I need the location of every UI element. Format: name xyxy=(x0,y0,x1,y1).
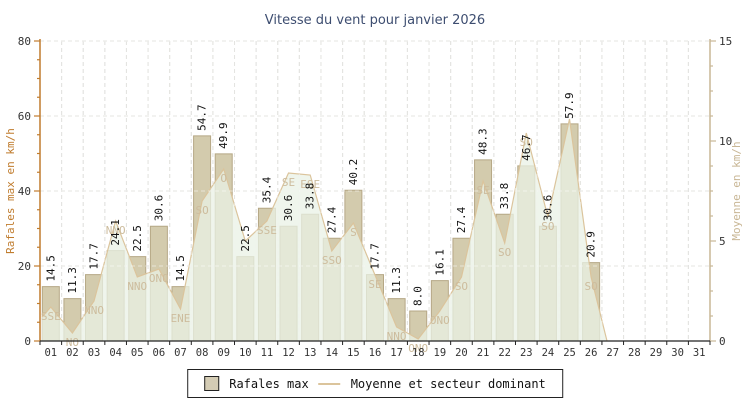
day-label-13: 13 xyxy=(304,347,317,359)
bar-value-label: 16.1 xyxy=(433,249,446,276)
sector-label-20: SO xyxy=(455,280,468,293)
left-axis-tick-label: 60 xyxy=(18,110,31,123)
bar-value-label: 8.0 xyxy=(412,286,425,306)
day-label-08: 08 xyxy=(196,347,209,359)
day-label-14: 14 xyxy=(325,347,338,359)
sector-label-11: SSE xyxy=(257,224,277,237)
bar-value-label: 48.3 xyxy=(477,128,490,155)
legend-moyenne-label: Moyenne et secteur dominant xyxy=(351,377,546,391)
day-label-27: 27 xyxy=(606,347,619,359)
bar-value-label: 17.7 xyxy=(369,243,382,270)
sector-label-14: SSO xyxy=(322,254,342,267)
bar-value-label: 33.8 xyxy=(304,183,317,210)
day-label-18: 18 xyxy=(412,347,425,359)
sector-label-12: SE xyxy=(282,176,295,189)
bar-value-label: 14.5 xyxy=(174,255,187,282)
left-axis-tick-label: 40 xyxy=(18,185,31,198)
bar-value-label: 35.4 xyxy=(260,176,273,203)
day-label-15: 15 xyxy=(347,347,360,359)
bar-value-label: 22.5 xyxy=(239,225,252,251)
day-label-09: 09 xyxy=(217,347,230,359)
bar-value-label: 30.6 xyxy=(152,195,165,222)
right-axis-tick-label: 5 xyxy=(719,235,726,248)
legend: Rafales max Moyenne et secteur dominant xyxy=(187,369,563,398)
day-label-10: 10 xyxy=(239,347,252,359)
legend-bar-swatch xyxy=(204,376,219,391)
chart-canvas: SSENONNONNONNOONOENESOOSSESEESESSOSSENNO… xyxy=(0,0,750,400)
left-axis-tick-label: 80 xyxy=(18,35,31,48)
sector-label-19: ONO xyxy=(430,314,450,327)
left-axis-tick-label: 0 xyxy=(24,335,31,348)
bar-value-label: 11.3 xyxy=(390,267,403,294)
day-label-06: 06 xyxy=(153,347,166,359)
sector-label-07: ENE xyxy=(171,312,191,325)
sector-label-06: ONO xyxy=(149,272,169,285)
day-label-30: 30 xyxy=(671,347,684,359)
bar-value-label: 30.6 xyxy=(541,195,554,222)
day-label-04: 04 xyxy=(109,347,122,359)
bar-value-label: 20.9 xyxy=(585,231,598,258)
day-label-19: 19 xyxy=(434,347,447,359)
sector-label-21: SE xyxy=(476,184,489,197)
bar-value-label: 33.8 xyxy=(498,183,511,210)
bar-value-label: 46.7 xyxy=(520,134,533,161)
day-label-07: 07 xyxy=(174,347,187,359)
day-label-05: 05 xyxy=(131,347,144,359)
day-label-24: 24 xyxy=(542,347,555,359)
legend-line-swatch xyxy=(319,383,341,385)
bar-value-label: 40.2 xyxy=(347,159,360,186)
sector-label-03: NNO xyxy=(84,304,104,317)
sector-label-15: S xyxy=(350,226,357,239)
left-axis-tick-label: 20 xyxy=(18,260,31,273)
day-label-17: 17 xyxy=(390,347,403,359)
sector-label-09: O xyxy=(220,172,227,185)
day-label-03: 03 xyxy=(88,347,101,359)
sector-label-05: NNO xyxy=(127,280,147,293)
sector-label-16: SE xyxy=(368,278,381,291)
right-axis-tick-label: 15 xyxy=(719,35,732,48)
bar-value-label: 54.7 xyxy=(196,104,209,131)
bar-value-label: 11.3 xyxy=(66,267,79,294)
day-label-28: 28 xyxy=(628,347,641,359)
sector-label-01: SSE xyxy=(41,310,61,323)
bar-value-label: 22.5 xyxy=(131,225,144,252)
day-label-12: 12 xyxy=(282,347,295,359)
right-axis-tick-label: 0 xyxy=(719,335,726,348)
bar-value-label: 27.4 xyxy=(325,206,338,233)
day-label-11: 11 xyxy=(261,347,274,359)
day-label-26: 26 xyxy=(585,347,598,359)
bar-value-label: 57.9 xyxy=(563,92,576,119)
day-label-16: 16 xyxy=(369,347,382,359)
day-label-29: 29 xyxy=(650,347,663,359)
sector-label-08: SO xyxy=(195,204,208,217)
bar-value-label: 49.9 xyxy=(217,122,230,149)
bar-value-label: 24.1 xyxy=(109,219,122,246)
legend-rafales-label: Rafales max xyxy=(229,377,308,391)
wind-chart: SSENONNONNONNOONOENESOOSSESEESESSOSSENNO… xyxy=(0,0,750,400)
bar-value-label: 14.5 xyxy=(44,255,57,282)
day-label-25: 25 xyxy=(563,347,576,359)
day-label-02: 02 xyxy=(66,347,79,359)
right-axis-title: Moyenne en km/h xyxy=(730,141,743,240)
sector-label-26: SO xyxy=(585,280,598,293)
day-label-20: 20 xyxy=(455,347,468,359)
bar-value-label: 27.4 xyxy=(455,206,468,233)
bar-value-label: 17.7 xyxy=(88,243,101,270)
day-label-21: 21 xyxy=(477,347,490,359)
day-label-23: 23 xyxy=(520,347,533,359)
sector-label-22: SO xyxy=(498,246,511,259)
chart-title: Vitesse du vent pour janvier 2026 xyxy=(265,13,485,28)
left-axis-title: Rafales max en km/h xyxy=(4,128,17,254)
day-label-01: 01 xyxy=(44,347,57,359)
day-label-22: 22 xyxy=(498,347,511,359)
bar-value-label: 30.6 xyxy=(282,195,295,222)
day-label-31: 31 xyxy=(693,347,706,359)
